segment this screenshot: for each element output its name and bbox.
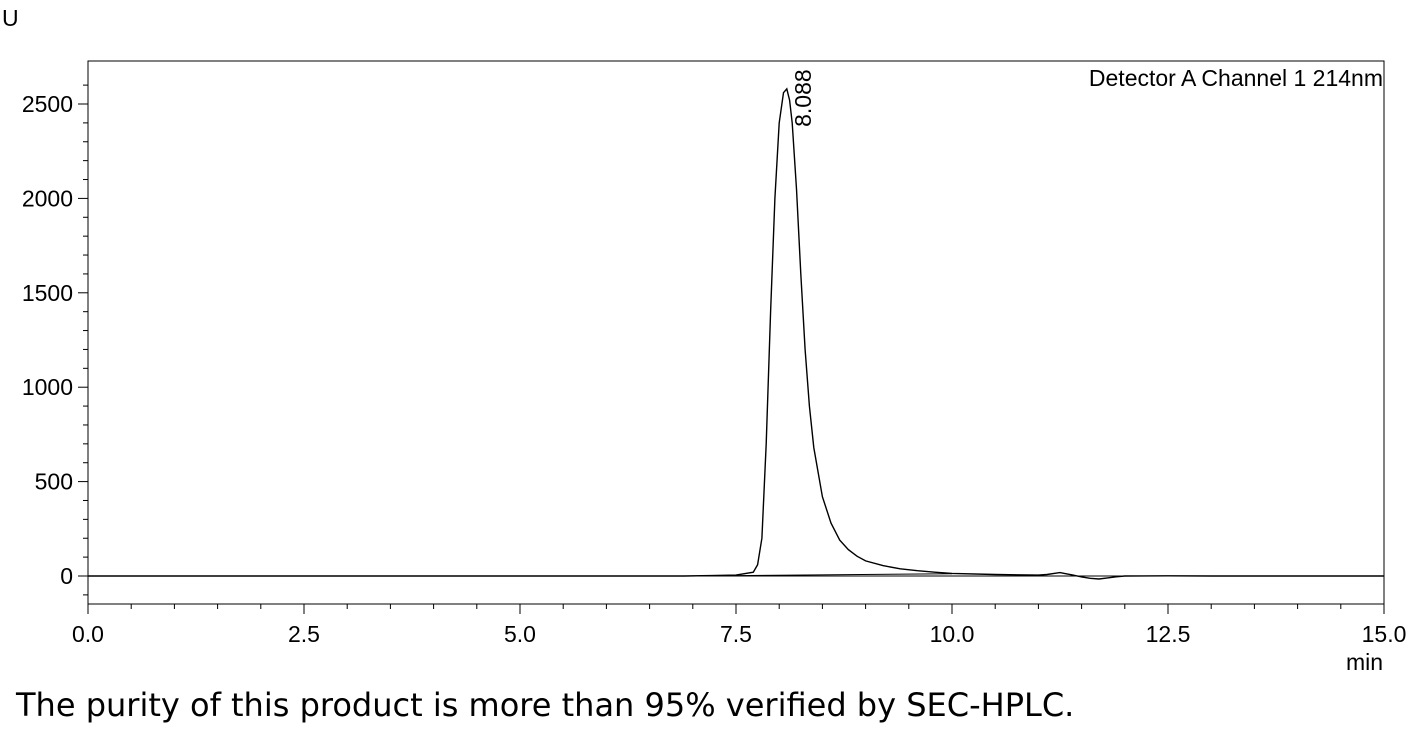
x-tick-label: 12.5 [1146,621,1191,647]
chromatogram-trace [88,87,1384,580]
purity-caption: The purity of this product is more than … [16,686,1075,724]
y-axis: 0 500 1000 1500 2000 2500 [22,84,88,596]
x-tick-label: 0.0 [72,621,104,647]
x-axis: 0.0 2.5 5.0 7.5 10.0 12.5 15.0 [72,604,1406,647]
y-axis-label: U [2,5,19,31]
y-tick-label: 2500 [22,91,73,117]
x-tick-label: 10.0 [930,621,975,647]
x-axis-label: min [1346,649,1383,675]
y-tick-label: 500 [35,469,73,495]
chromatogram-chart: U 0 500 1000 1500 2000 2500 0.0 2.5 5.0 7.5 10.0 1… [2,5,1406,675]
x-tick-label: 15.0 [1362,621,1407,647]
plot-frame [87,60,1385,605]
y-tick-label: 2000 [22,185,73,211]
y-tick-label: 1500 [22,280,73,306]
x-tick-label: 5.0 [504,621,536,647]
x-tick-label: 2.5 [288,621,320,647]
x-tick-label: 7.5 [720,621,752,647]
y-tick-label: 0 [60,563,73,589]
peak-retention-time-label: 8.088 [790,69,816,127]
detector-label: Detector A Channel 1 214nm [1089,65,1383,91]
y-tick-label: 1000 [22,374,73,400]
